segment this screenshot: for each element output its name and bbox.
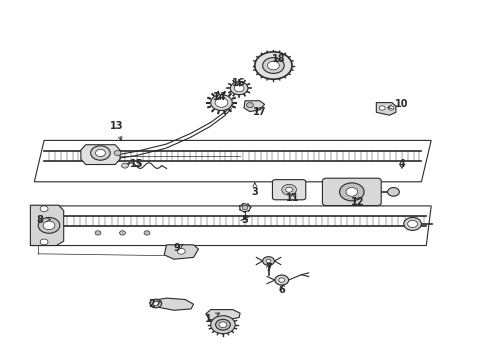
- Circle shape: [114, 150, 121, 156]
- Text: 7: 7: [265, 263, 272, 273]
- Text: 4: 4: [398, 159, 405, 169]
- Circle shape: [404, 217, 421, 230]
- Circle shape: [150, 299, 162, 308]
- Circle shape: [268, 61, 279, 70]
- FancyBboxPatch shape: [272, 180, 306, 200]
- Text: 10: 10: [388, 99, 409, 109]
- Text: 3: 3: [251, 183, 258, 197]
- Text: 6: 6: [278, 285, 285, 295]
- Circle shape: [286, 187, 293, 192]
- Text: 11: 11: [286, 193, 299, 203]
- Circle shape: [379, 106, 385, 110]
- Polygon shape: [376, 103, 396, 115]
- Circle shape: [282, 184, 296, 195]
- Text: 8: 8: [37, 215, 50, 225]
- Circle shape: [95, 231, 101, 235]
- Circle shape: [279, 278, 285, 282]
- Circle shape: [275, 275, 289, 285]
- Circle shape: [40, 239, 48, 245]
- Polygon shape: [81, 145, 120, 165]
- Circle shape: [230, 82, 248, 95]
- Circle shape: [38, 217, 60, 233]
- Circle shape: [43, 221, 55, 230]
- Circle shape: [263, 257, 274, 265]
- Circle shape: [408, 220, 417, 228]
- Circle shape: [177, 248, 185, 254]
- Polygon shape: [149, 298, 194, 310]
- Circle shape: [263, 58, 284, 73]
- Circle shape: [242, 206, 248, 210]
- Circle shape: [216, 319, 230, 330]
- Circle shape: [215, 98, 228, 107]
- Text: 5: 5: [242, 215, 248, 225]
- Circle shape: [211, 316, 235, 334]
- Text: 18: 18: [271, 54, 285, 64]
- Circle shape: [246, 103, 253, 108]
- Circle shape: [122, 163, 128, 168]
- Circle shape: [153, 301, 159, 306]
- Circle shape: [346, 188, 358, 196]
- Text: 12: 12: [351, 197, 365, 207]
- Circle shape: [96, 149, 105, 157]
- Circle shape: [144, 231, 150, 235]
- Text: 15: 15: [129, 159, 143, 169]
- Polygon shape: [244, 101, 265, 112]
- Circle shape: [120, 231, 125, 235]
- Text: 17: 17: [253, 107, 267, 117]
- Text: 1: 1: [205, 313, 220, 324]
- Text: 9: 9: [173, 243, 183, 253]
- Circle shape: [388, 188, 399, 196]
- Circle shape: [40, 206, 48, 212]
- Text: 14: 14: [213, 92, 226, 102]
- Circle shape: [91, 146, 110, 160]
- Text: 2: 2: [148, 299, 161, 309]
- Circle shape: [388, 106, 394, 110]
- Circle shape: [266, 259, 271, 263]
- Circle shape: [211, 95, 232, 111]
- Polygon shape: [30, 205, 64, 246]
- Circle shape: [234, 85, 244, 92]
- Polygon shape: [206, 310, 240, 320]
- Text: 13: 13: [110, 121, 123, 140]
- Polygon shape: [164, 245, 198, 259]
- Circle shape: [219, 322, 227, 328]
- Text: 16: 16: [232, 78, 246, 88]
- Circle shape: [340, 183, 364, 201]
- Circle shape: [255, 52, 292, 79]
- FancyBboxPatch shape: [322, 178, 381, 206]
